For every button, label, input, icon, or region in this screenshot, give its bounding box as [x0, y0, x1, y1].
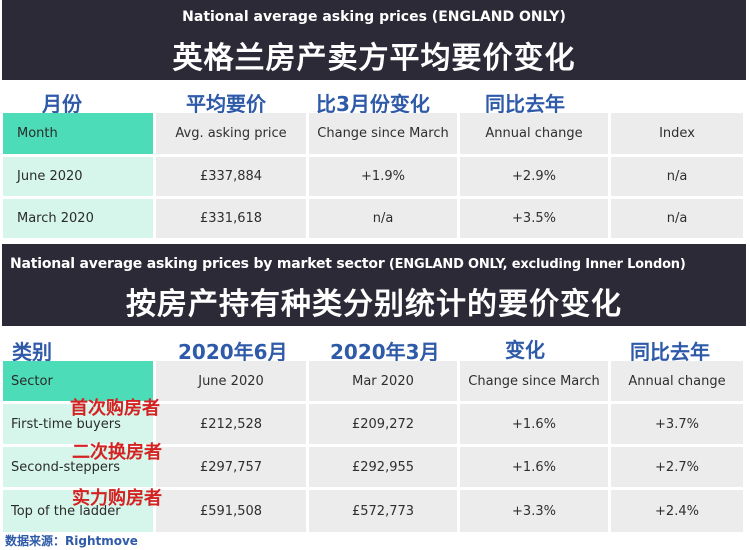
cn-header-category: 类别	[12, 340, 52, 364]
header-index: Index	[659, 126, 695, 141]
table-row: March 2020 £331,618 n/a +3.5% n/a	[3, 199, 743, 238]
cn-header-annual: 同比去年	[485, 92, 565, 116]
banner-title-zh: 按房产持有种类分别统计的要价变化	[126, 287, 622, 322]
cn-header-june: 2020年6月	[178, 340, 288, 364]
table-header-row: Month Avg. asking price Change since Mar…	[3, 113, 743, 154]
cell-annual-change: +2.9%	[512, 169, 556, 184]
divider	[3, 487, 743, 490]
cell-june-2020: £212,528	[199, 416, 263, 432]
cell-change-march: n/a	[372, 211, 394, 226]
cn-header-month: 月份	[42, 92, 82, 116]
cn-header-avg-price: 平均要价	[186, 92, 266, 116]
cn-label-top-of-ladder: 实力购房者	[72, 488, 162, 509]
table-row: First-time buyers £212,528 £209,272 +1.6…	[3, 404, 743, 444]
divider	[457, 113, 460, 238]
data-source-note: 数据来源：Rightmove	[5, 534, 138, 548]
divider	[3, 401, 743, 404]
header-change-march: Change since March	[468, 373, 600, 389]
divider	[3, 196, 743, 199]
cell-sector: First-time buyers	[3, 404, 153, 444]
divider	[457, 361, 460, 532]
cell-change-march: +1.6%	[512, 459, 556, 475]
asking-price-table: Month Avg. asking price Change since Mar…	[3, 113, 743, 238]
cell-mar-2020: £209,272	[351, 416, 415, 432]
cell-index: n/a	[666, 169, 688, 184]
banner-title-en: National average asking prices by market…	[10, 256, 746, 272]
cn-header-change-march: 比3月份变化	[316, 92, 430, 116]
banner-title-en: National average asking prices (ENGLAND …	[182, 9, 566, 25]
divider	[3, 154, 743, 157]
cell-sector: Second-steppers	[3, 447, 153, 487]
table-row: Top of the ladder £591,508 £572,773 +3.3…	[3, 490, 743, 532]
header-mar-2020: Mar 2020	[352, 373, 414, 389]
divider	[306, 113, 309, 238]
market-sector-table: Sector June 2020 Mar 2020 Change since M…	[3, 361, 743, 532]
divider	[153, 113, 156, 238]
cell-month: June 2020	[3, 157, 153, 196]
cell-annual-change: +3.5%	[512, 211, 556, 226]
table-header-row: Sector June 2020 Mar 2020 Change since M…	[3, 361, 743, 401]
cell-avg-price: £337,884	[199, 169, 263, 184]
header-avg-price: Avg. asking price	[175, 126, 287, 141]
banner-title-sub: (ENGLAND ONLY, excluding Inner London)	[388, 257, 686, 272]
cn-header-march: 2020年3月	[330, 340, 440, 364]
cn-header-change: 变化	[505, 338, 545, 362]
table-row: June 2020 £337,884 +1.9% +2.9% n/a	[3, 157, 743, 196]
divider	[153, 361, 156, 532]
cell-avg-price: £331,618	[199, 211, 263, 226]
header-annual-change: Annual change	[628, 373, 726, 389]
cn-label-first-time-buyers: 首次购房者	[70, 398, 160, 419]
divider	[608, 113, 611, 238]
cell-annual-change: +2.7%	[655, 459, 699, 475]
header-june-2020: June 2020	[198, 373, 264, 389]
cell-june-2020: £591,508	[199, 503, 263, 519]
cell-mar-2020: £292,955	[351, 459, 415, 475]
header-sector: Sector	[3, 361, 153, 401]
cell-change-march: +1.6%	[512, 416, 556, 432]
divider	[306, 361, 309, 532]
cell-annual-change: +2.4%	[655, 503, 699, 519]
cell-change-march: +3.3%	[512, 503, 556, 519]
cell-mar-2020: £572,773	[351, 503, 415, 519]
banner-title-main: National average asking prices by market…	[10, 256, 385, 272]
cell-month: March 2020	[3, 199, 153, 238]
divider	[608, 361, 611, 532]
table2-cn-header-row: 类别 2020年6月 2020年3月 变化 同比去年	[0, 334, 750, 364]
cell-change-march: +1.9%	[361, 169, 405, 184]
cell-june-2020: £297,757	[199, 459, 263, 475]
cell-annual-change: +3.7%	[655, 416, 699, 432]
cell-sector: Top of the ladder	[3, 490, 153, 532]
cn-label-second-steppers: 二次换房者	[72, 442, 162, 463]
banner-title-zh: 英格兰房产卖方平均要价变化	[172, 41, 576, 76]
cell-index: n/a	[666, 211, 688, 226]
header-change-march: Change since March	[317, 126, 449, 141]
divider	[3, 444, 743, 447]
header-month: Month	[3, 113, 153, 154]
banner-asking-prices: National average asking prices (ENGLAND …	[2, 0, 746, 80]
table1-cn-header-row: 月份 平均要价 比3月份变化 同比去年	[0, 86, 750, 116]
banner-market-sector: National average asking prices by market…	[2, 244, 746, 326]
cn-header-annual: 同比去年	[630, 340, 710, 364]
table-row: Second-steppers £297,757 £292,955 +1.6% …	[3, 447, 743, 487]
header-annual-change: Annual change	[485, 126, 583, 141]
